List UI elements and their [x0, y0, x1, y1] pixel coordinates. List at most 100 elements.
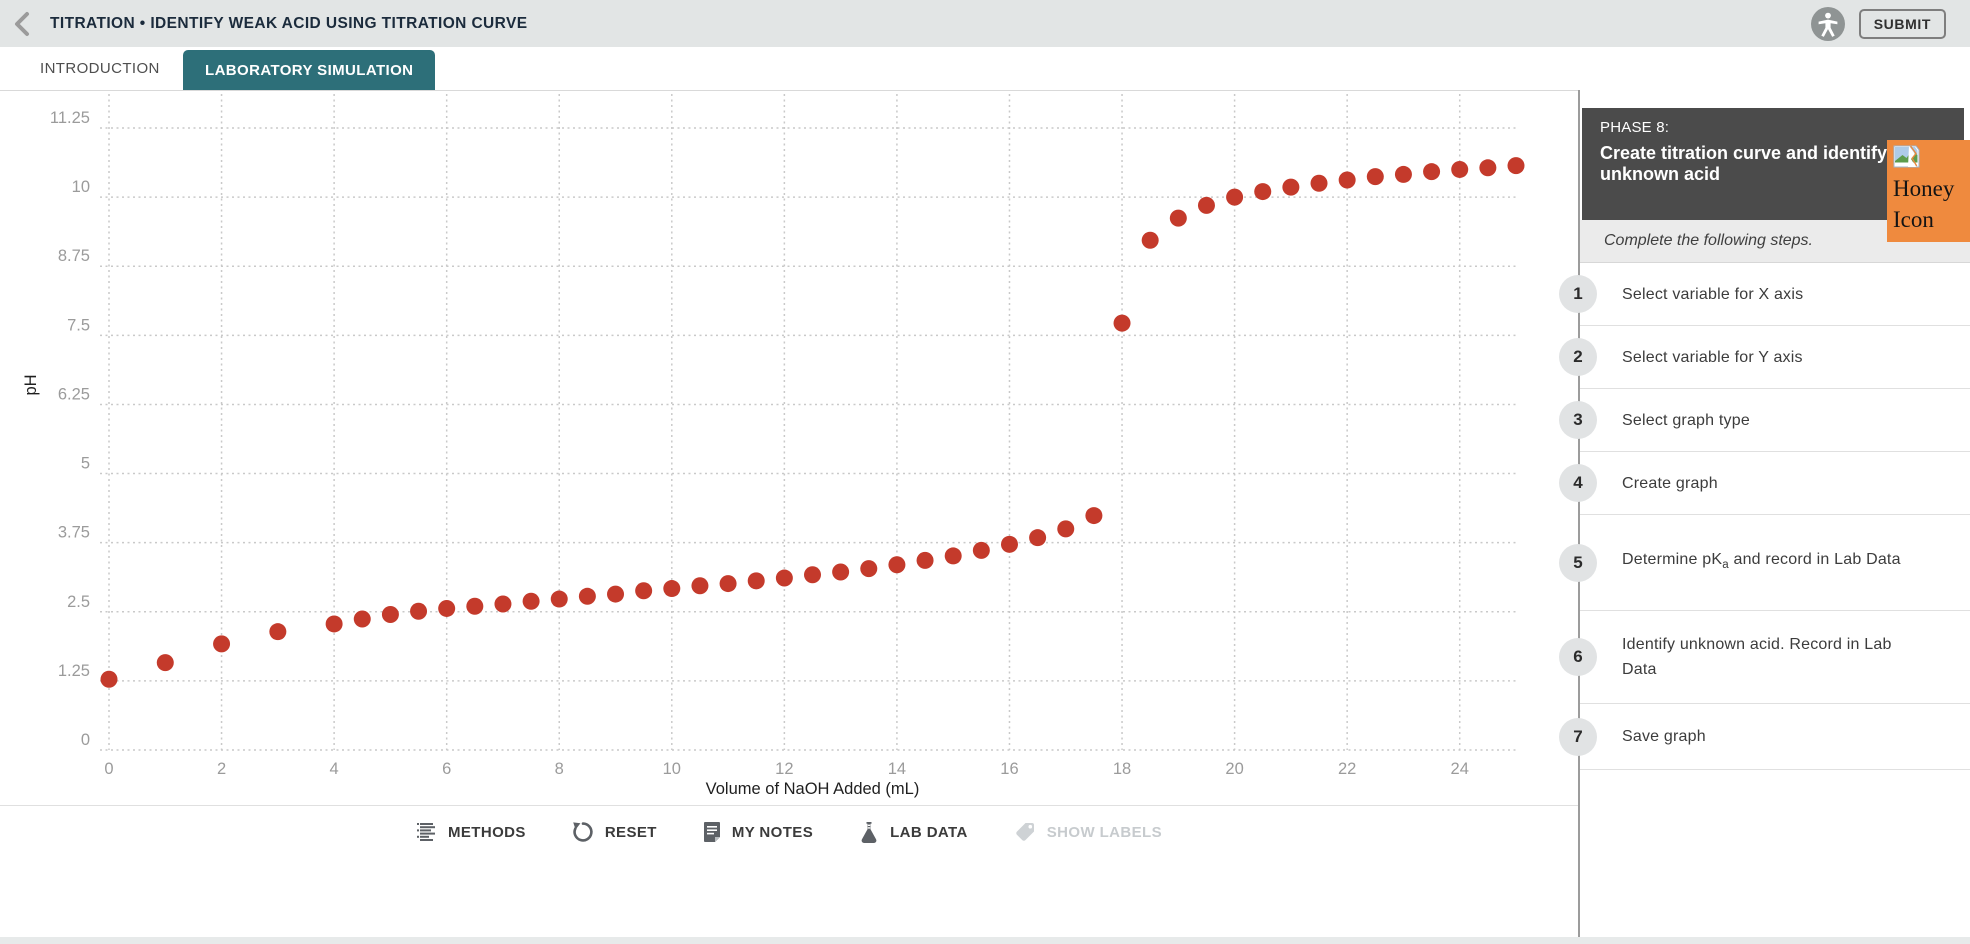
x-tick-label: 22	[1338, 760, 1356, 778]
broken-image-alt-text: Honey Icon	[1893, 176, 1955, 232]
step-number-badge: 1	[1559, 275, 1597, 313]
data-point	[1141, 231, 1159, 249]
x-tick-label: 4	[330, 760, 339, 778]
chart-toolbar: METHODS RESET MY NOTES LAB DATA SHOW LAB…	[0, 805, 1578, 858]
y-tick-label: 2.5	[67, 593, 90, 611]
x-tick-label: 10	[663, 760, 681, 778]
y-tick-label: 10	[72, 178, 90, 196]
steps-sidebar: PHASE 8: Create titration curve and iden…	[1559, 90, 1970, 944]
back-button[interactable]	[6, 7, 40, 41]
data-point	[775, 569, 793, 587]
lab-flask-icon	[861, 821, 877, 843]
reset-label: RESET	[604, 823, 657, 841]
x-tick-label: 0	[104, 760, 113, 778]
data-point	[691, 577, 709, 595]
step-label: Determine pKa and record in Lab Data	[1622, 550, 1901, 572]
x-tick-label: 2	[217, 760, 226, 778]
data-point	[438, 599, 456, 617]
step-number-badge: 3	[1559, 401, 1597, 439]
step-number-badge: 5	[1559, 543, 1597, 582]
step-label: Select graph type	[1622, 411, 1750, 429]
y-tick-label: 5	[81, 455, 90, 473]
data-point	[1451, 160, 1469, 178]
step-label: Select variable for Y axis	[1622, 348, 1803, 366]
y-tick-label: 11.25	[50, 109, 90, 127]
x-tick-label: 8	[555, 760, 564, 778]
step-number-badge: 2	[1559, 338, 1597, 376]
data-point	[1366, 168, 1384, 186]
data-point	[888, 556, 906, 574]
y-tick-label: 3.75	[58, 524, 90, 542]
my-notes-label: MY NOTES	[731, 823, 814, 841]
data-point	[213, 635, 231, 653]
data-point	[1197, 196, 1215, 214]
tab-bar: INTRODUCTION LABORATORY SIMULATION	[0, 47, 1970, 90]
broken-honey-image: Honey Icon	[1887, 140, 1970, 242]
my-notes-button[interactable]: MY NOTES	[703, 821, 813, 843]
data-point	[1113, 314, 1131, 332]
x-tick-label: 6	[442, 760, 451, 778]
step-row-4: 4 Create graph	[1559, 452, 1970, 515]
data-point	[156, 654, 174, 672]
phase-title: Create titration curve and identify unkn…	[1600, 143, 1888, 184]
show-labels-button[interactable]: SHOW LABELS	[1014, 821, 1162, 843]
data-point	[1057, 520, 1075, 538]
step-row-2: 2 Select variable for Y axis	[1559, 326, 1970, 389]
page-title: TITRATION • IDENTIFY WEAK ACID USING TIT…	[50, 14, 528, 32]
step-number-badge: 6	[1559, 638, 1597, 676]
step-row-3: 3 Select graph type	[1559, 389, 1970, 452]
show-labels-label: SHOW LABELS	[1046, 823, 1162, 841]
data-point	[494, 595, 512, 613]
chevron-left-icon	[15, 11, 29, 36]
data-point	[578, 587, 596, 605]
y-tick-label: 6.25	[58, 385, 90, 403]
data-point	[522, 592, 540, 610]
data-point	[1254, 183, 1272, 201]
step-label: Save graph	[1622, 728, 1706, 745]
data-point	[916, 551, 934, 569]
lab-data-button[interactable]: LAB DATA	[859, 821, 968, 844]
step-row-6: 6 Identify unknown acid. Record in Lab D…	[1559, 611, 1970, 704]
x-tick-label: 14	[888, 760, 906, 778]
data-point	[607, 585, 625, 603]
step-row-7: 7 Save graph	[1559, 704, 1970, 770]
submit-button[interactable]: SUBMIT	[1858, 8, 1946, 39]
data-point	[550, 590, 568, 608]
y-tick-label: 1.25	[58, 662, 90, 680]
data-point	[269, 623, 287, 641]
x-tick-label: 20	[1225, 760, 1243, 778]
methods-button[interactable]: METHODS	[416, 821, 526, 843]
data-point	[1479, 159, 1497, 177]
data-point	[719, 575, 737, 593]
data-point	[1282, 178, 1300, 196]
x-tick-label: 18	[1113, 760, 1131, 778]
data-point	[832, 563, 850, 581]
methods-label: METHODS	[448, 823, 526, 841]
y-tick-label: 8.75	[58, 247, 90, 265]
step-number-badge: 7	[1559, 717, 1597, 756]
step-label: Create graph	[1622, 474, 1718, 492]
reset-button[interactable]: RESET	[572, 821, 657, 843]
y-tick-label: 7.5	[67, 316, 90, 334]
data-point	[325, 615, 343, 633]
step-label: Select variable for X axis	[1622, 285, 1804, 303]
x-tick-label: 24	[1451, 760, 1469, 778]
x-tick-label: 12	[775, 760, 793, 778]
reset-icon	[573, 822, 593, 842]
accessibility-button[interactable]	[1810, 6, 1845, 41]
y-axis-title: pH	[22, 374, 40, 395]
step-row-5: 5 Determine pKa and record in Lab Data	[1559, 515, 1970, 611]
data-point	[804, 566, 821, 584]
my-notes-icon	[703, 822, 720, 842]
data-point	[466, 597, 484, 615]
bottom-scroll-strip[interactable]	[0, 937, 1970, 944]
tab-laboratory-simulation[interactable]: LABORATORY SIMULATION	[183, 50, 436, 90]
data-point	[353, 610, 371, 628]
data-point	[1029, 529, 1047, 547]
data-point	[860, 560, 878, 578]
data-point	[1507, 157, 1525, 175]
tab-introduction[interactable]: INTRODUCTION	[40, 60, 160, 77]
data-point	[747, 572, 765, 590]
data-point	[944, 547, 962, 565]
content-divider	[0, 90, 1970, 91]
